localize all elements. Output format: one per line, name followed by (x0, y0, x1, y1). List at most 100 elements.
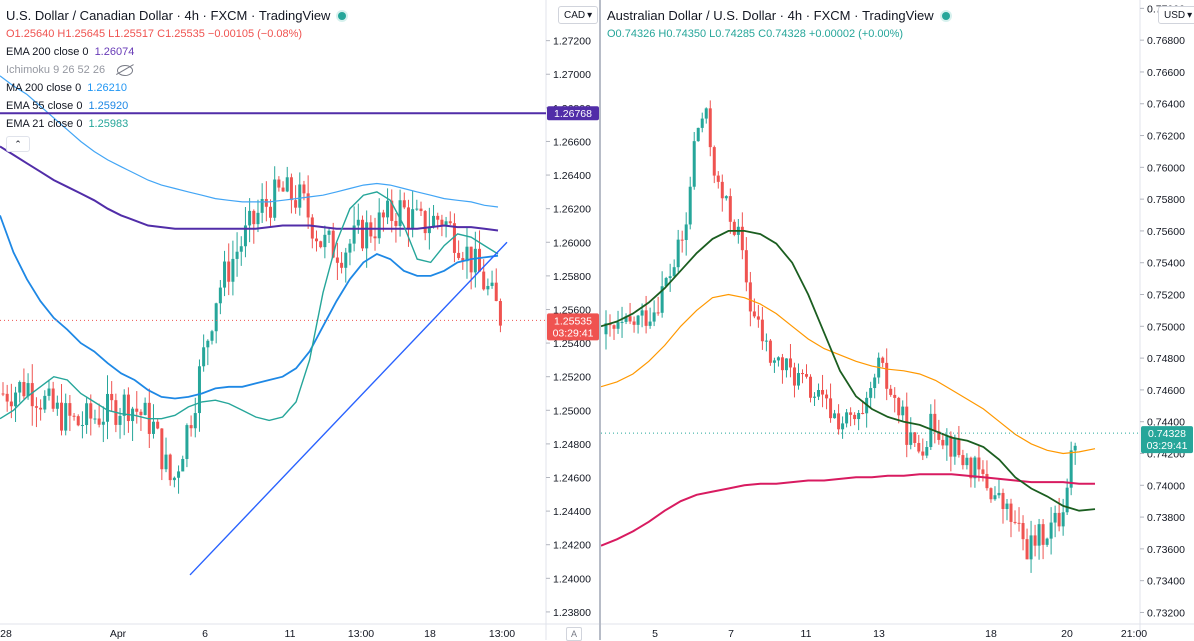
candle-body (110, 393, 114, 401)
price-axis-label: 1.25400 (553, 338, 591, 350)
candle-body (193, 413, 197, 429)
ema21-line (0, 191, 499, 422)
price-axis-label: 0.76000 (1147, 162, 1185, 174)
ohlc-close: C0.74328 (758, 28, 806, 40)
candle-body (440, 219, 444, 226)
candle-body (744, 250, 748, 283)
candle-body (139, 411, 143, 415)
candle-body (604, 323, 608, 335)
candle-body (636, 315, 640, 325)
price-axis-label: 0.74400 (1147, 417, 1185, 429)
candle-body (473, 248, 477, 273)
candle-body (1065, 487, 1069, 513)
audusd-title: Australian Dollar / U.S. Dollar · 4h · F… (607, 7, 950, 25)
indicator-ema55[interactable]: EMA 55 close 0 1.25920 (6, 100, 129, 112)
pane-divider[interactable] (599, 0, 602, 640)
currency-button-usd[interactable]: USD ▾ (1158, 6, 1194, 24)
candle-body (953, 438, 957, 457)
candle-body (1017, 522, 1021, 524)
chevron-down-icon: ▾ (1187, 9, 1193, 21)
time-axis-label: 11 (285, 628, 296, 640)
candle-body (897, 397, 901, 416)
candle-body (160, 428, 164, 470)
ohlc-high: H1.25645 (57, 28, 106, 40)
price-axis-label: 0.74600 (1147, 385, 1185, 397)
hidden-eye-icon[interactable] (117, 64, 134, 76)
candle-body (981, 469, 985, 474)
usdcad-chart-canvas[interactable]: 1.272001.270001.268001.266001.264001.262… (0, 0, 600, 640)
candle-body (306, 193, 310, 218)
indicator-ma200[interactable]: MA 200 close 0 1.26210 (6, 82, 127, 94)
candle-body (716, 175, 720, 182)
candle-body (889, 388, 893, 395)
candle-body (724, 196, 728, 199)
time-axis-label: 6 (202, 628, 208, 640)
candle-body (632, 321, 636, 325)
candle-body (937, 431, 941, 440)
candle-body (700, 118, 704, 128)
candle-body (640, 310, 644, 316)
candle-body (704, 108, 708, 119)
currency-button-cad[interactable]: CAD ▾ (558, 6, 599, 24)
candle-body (1013, 521, 1017, 523)
candle-body (93, 418, 97, 420)
candle-body (796, 373, 800, 386)
candle-body (30, 383, 34, 407)
candle-body (845, 412, 849, 424)
time-axis-label: 5 (652, 628, 658, 640)
pink-ma-line (601, 473, 1095, 547)
candle-body (264, 198, 268, 207)
candle-body (837, 413, 841, 430)
price-axis-label: 1.27200 (553, 36, 591, 48)
candle-body (206, 340, 210, 348)
candle-body (624, 316, 628, 322)
candle-body (118, 415, 122, 425)
candle-body (788, 358, 792, 368)
candle-body (692, 141, 696, 187)
candle-body (1005, 503, 1009, 509)
candle-body (448, 221, 452, 224)
usdcad-chart-pane[interactable]: 1.272001.270001.268001.266001.264001.262… (0, 0, 600, 641)
candle-body (720, 181, 724, 199)
candle-body (628, 316, 632, 322)
candle-body (881, 357, 885, 363)
candle-body (1045, 538, 1049, 545)
candle-body (684, 224, 688, 240)
candle-body (55, 402, 59, 409)
candle-body (660, 286, 664, 313)
auto-scale-button[interactable]: A (566, 627, 582, 641)
candle-body (415, 208, 419, 210)
indicator-ema200[interactable]: EMA 200 close 0 1.26074 (6, 46, 135, 58)
candle-body (227, 261, 231, 282)
price-axis-label: 1.26000 (553, 237, 591, 249)
candle-body (177, 471, 181, 478)
candle-body (269, 206, 273, 218)
candle-body (945, 435, 949, 446)
candle-body (51, 388, 55, 409)
indicator-ichimoku[interactable]: Ichimoku 9 26 52 26 (6, 61, 346, 79)
last-price-label: 0.74328 (1148, 428, 1186, 440)
candle-body (664, 278, 668, 287)
candle-body (893, 394, 897, 398)
candle-body (22, 382, 26, 397)
audusd-chart-canvas[interactable]: 0.770000.768000.766000.764000.762000.760… (601, 0, 1194, 640)
time-axis-label: 20 (1061, 628, 1073, 640)
audusd-chart-pane[interactable]: 0.770000.768000.766000.764000.762000.760… (601, 0, 1194, 640)
candle-body (185, 425, 189, 459)
candle-body (26, 383, 30, 397)
collapse-legend-button[interactable]: ⌃ (6, 136, 30, 152)
market-status-icon (941, 12, 950, 20)
usdcad-legend: U.S. Dollar / Canadian Dollar · 4h · FXC… (6, 7, 347, 152)
price-axis-label: 1.24200 (553, 540, 591, 552)
candle-body (80, 425, 84, 427)
candle-body (973, 457, 977, 479)
candle-body (373, 236, 377, 239)
candle-body (181, 458, 185, 472)
candle-body (985, 473, 989, 489)
price-axis-label: 1.24800 (553, 439, 591, 451)
candle-body (644, 310, 648, 326)
candle-body (728, 196, 732, 222)
candle-body (34, 406, 38, 408)
candle-body (800, 373, 804, 375)
indicator-ema21[interactable]: EMA 21 close 0 1.25983 (6, 118, 129, 130)
